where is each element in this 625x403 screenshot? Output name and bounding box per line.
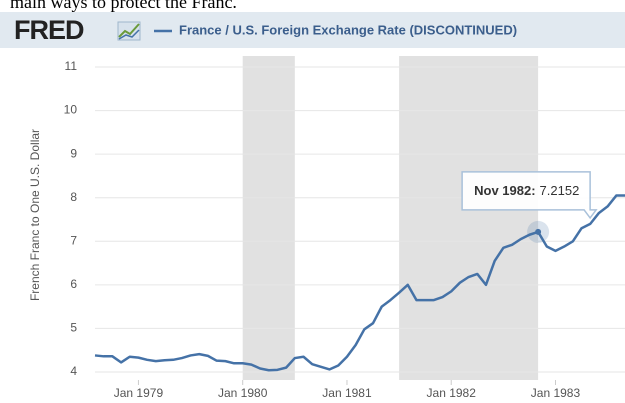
x-tick-label: Jan 1981 <box>322 386 372 400</box>
tooltip-text: Nov 1982: 7.2152 <box>474 183 579 198</box>
x-tick-label: Jan 1983 <box>531 386 581 400</box>
y-tick-label: 9 <box>70 146 77 160</box>
tooltip-value: 7.2152 <box>540 183 580 198</box>
y-tick-label: 5 <box>70 321 77 335</box>
y-axis-label: French Franc to One U.S. Dollar <box>28 129 42 301</box>
y-tick-label: 10 <box>64 103 78 117</box>
y-tick-label: 8 <box>70 190 77 204</box>
recession-band <box>242 56 295 380</box>
header <box>0 12 625 48</box>
logo: FRED <box>14 15 84 45</box>
recession-band <box>399 56 539 380</box>
tooltip-date: Nov 1982: <box>474 183 535 198</box>
x-tick-label: Jan 1979 <box>114 386 164 400</box>
y-tick-label: 11 <box>65 59 78 73</box>
logo-icon <box>117 21 141 41</box>
plot-area: 4 5 6 7 8 9 10 11 Jan 1979 Jan 1980 Jan 1981 Jan 19… <box>64 56 625 400</box>
y-tick-label: 7 <box>70 233 77 247</box>
y-tick-label: 4 <box>70 364 77 378</box>
x-tick-label: Jan 1980 <box>218 386 268 400</box>
plot-background <box>95 56 625 380</box>
tooltip-box <box>461 171 598 220</box>
y-tick-label: 6 <box>70 277 77 291</box>
caption: main ways to protect the Franc. <box>10 0 237 12</box>
hover-point <box>535 228 542 235</box>
legend-label: France / U.S. Foreign Exchange Rate (DIS… <box>179 22 517 37</box>
x-tick-label: Jan 1982 <box>427 386 477 400</box>
